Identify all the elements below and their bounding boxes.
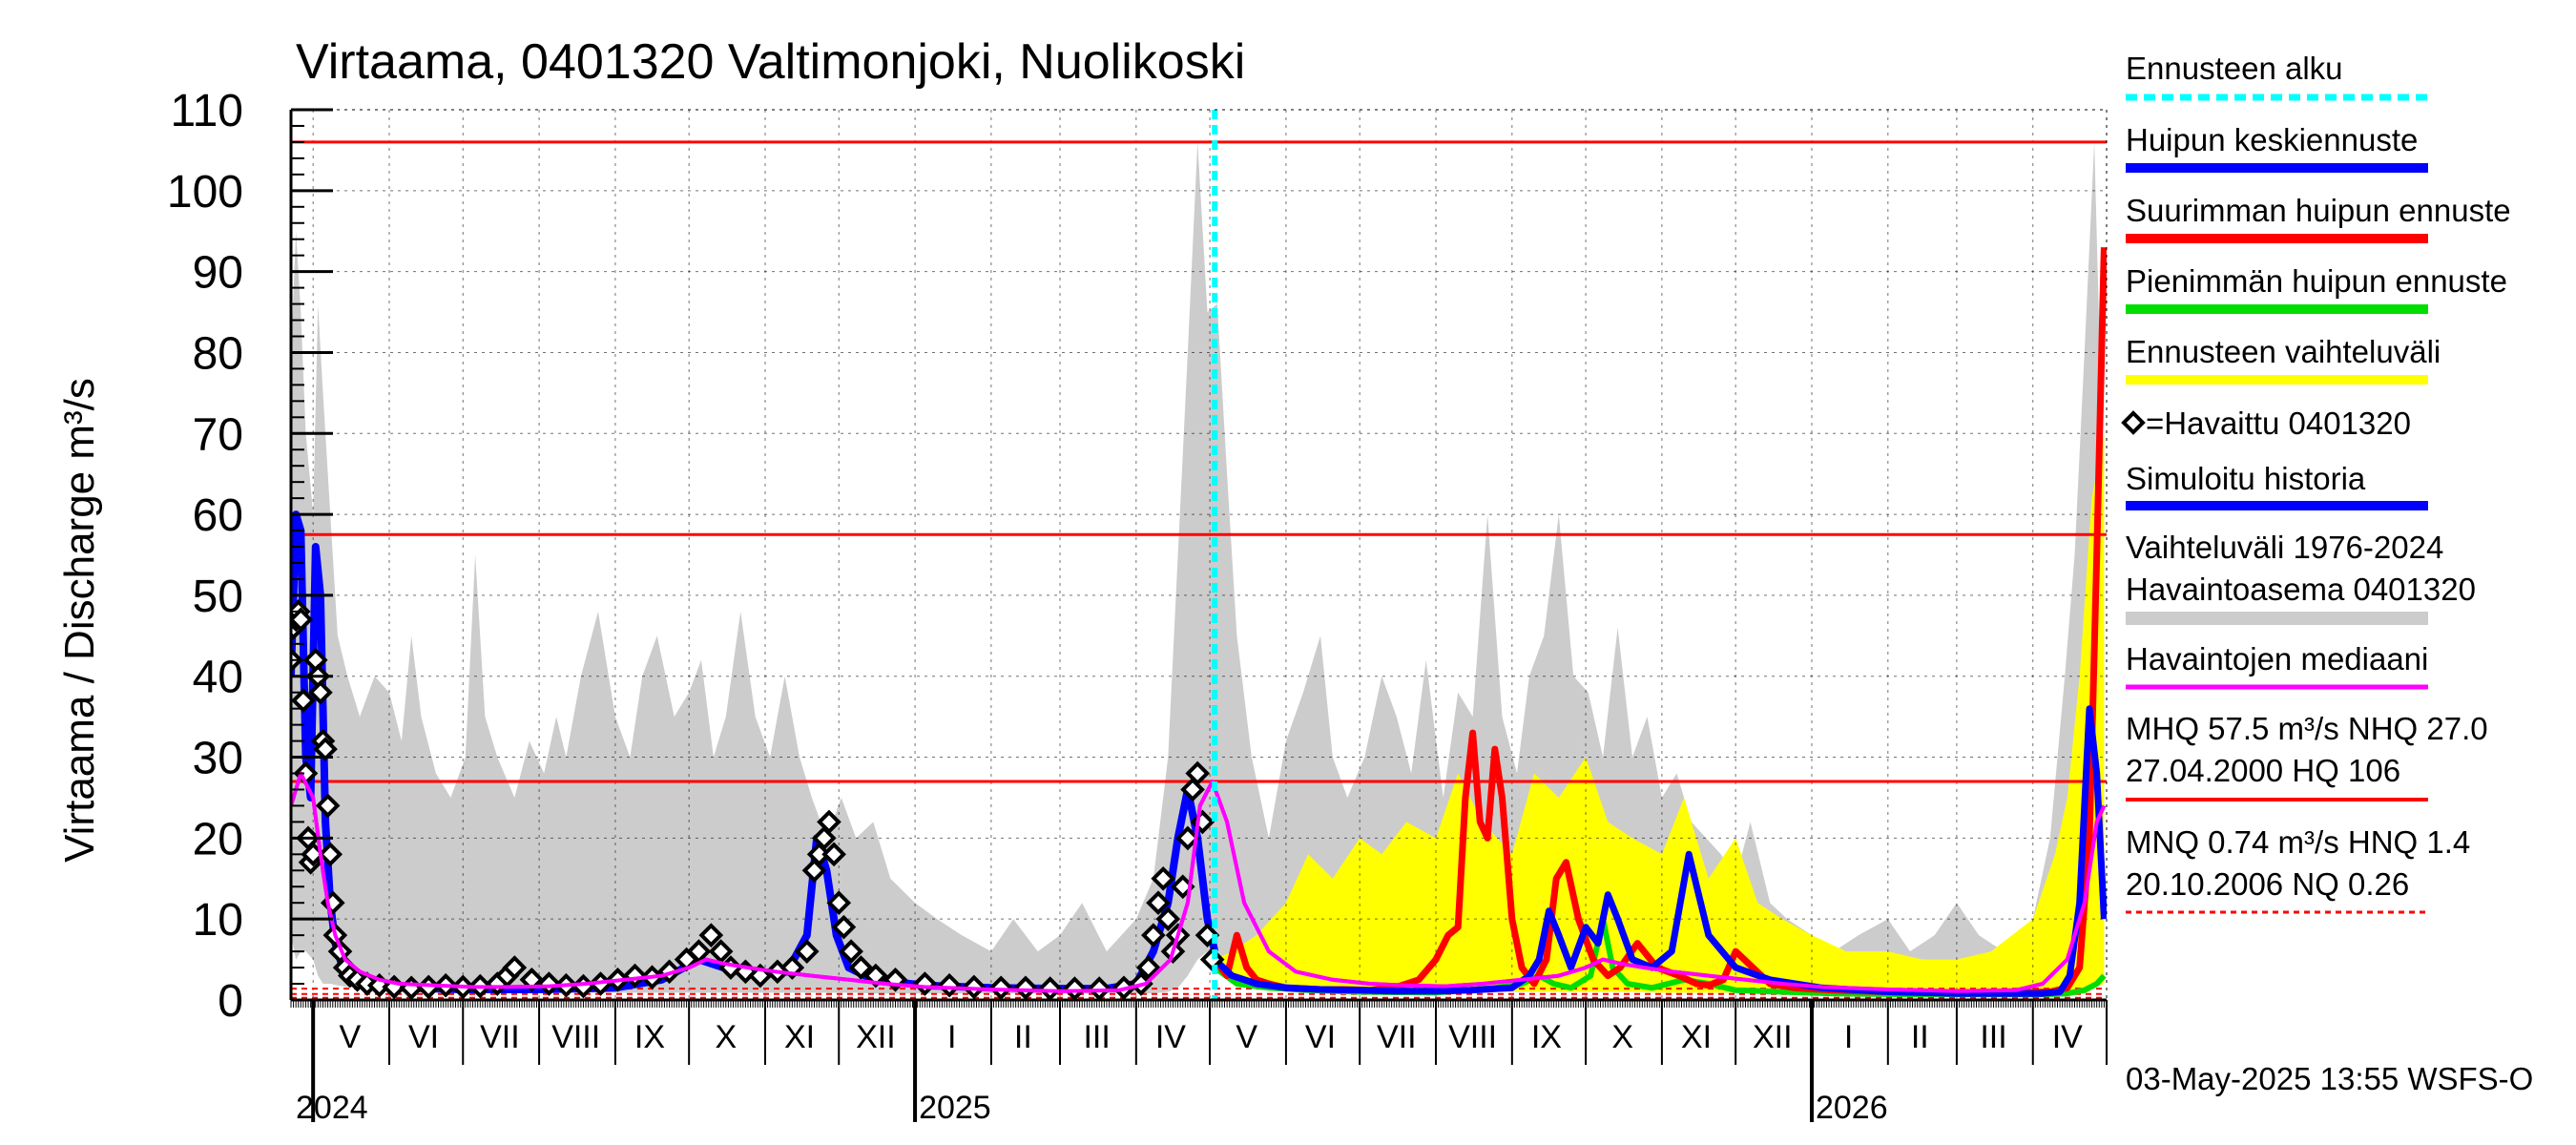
y-tick-label: 80 <box>193 328 243 379</box>
x-month-label: VI <box>1305 1019 1336 1055</box>
x-month-label: III <box>1083 1019 1110 1055</box>
x-month-label: X <box>1611 1019 1633 1055</box>
observed-point <box>821 842 846 867</box>
chart-title: Virtaama, 0401320 Valtimonjoki, Nuolikos… <box>296 34 1245 90</box>
legend-label-nq: 20.10.2006 NQ 0.26 <box>2126 866 2409 902</box>
legend-label-median: Havaintojen mediaani <box>2126 641 2428 677</box>
x-month-label: I <box>1844 1019 1853 1055</box>
legend-label-mean-peak: Huipun keskiennuste <box>2126 122 2418 157</box>
y-tick-label: 20 <box>193 814 243 864</box>
mean-peak-forecast-line <box>1212 705 2107 997</box>
x-month-label: II <box>1911 1019 1929 1055</box>
y-tick-label: 100 <box>167 167 243 218</box>
observed-point <box>1185 760 1211 786</box>
x-month-label: XI <box>784 1019 815 1055</box>
y-tick-label: 0 <box>218 976 243 1027</box>
observed-point <box>848 955 874 980</box>
legend-label-mnq: MNQ 0.74 m³/s HNQ 1.4 <box>2126 824 2470 860</box>
observed-point <box>1146 890 1171 916</box>
x-month-label: VII <box>480 1019 520 1055</box>
x-month-label: X <box>715 1019 737 1055</box>
observed-point <box>708 939 734 964</box>
legend-label-observed: =Havaittu 0401320 <box>2146 406 2411 441</box>
y-tick-label: 70 <box>193 409 243 460</box>
observed-point <box>313 737 338 761</box>
observed-point <box>912 971 938 996</box>
legend-label-history-range: Vaihteluväli 1976-2024 <box>2126 530 2443 565</box>
observed-point <box>536 971 562 996</box>
legend: Ennusteen alku Huipun keskiennuste Suurimm… <box>2121 51 2511 914</box>
median-line-overlay <box>291 771 2107 993</box>
observed-point <box>315 793 341 819</box>
y-tick-label: 10 <box>193 895 243 946</box>
observed-point <box>502 955 528 980</box>
observed-point <box>291 607 314 633</box>
x-month-label: XI <box>1681 1019 1712 1055</box>
legend-label-simulated: Simuloitu historia <box>2126 461 2366 496</box>
y-tick-label: 40 <box>193 653 243 703</box>
legend-label-max-peak: Suurimman huipun ennuste <box>2126 193 2511 228</box>
x-month-label: IX <box>1531 1019 1562 1055</box>
observed-point <box>883 967 908 992</box>
observed-point <box>1013 975 1038 1000</box>
x-month-label: VIII <box>1448 1019 1497 1055</box>
x-month-label: V <box>1236 1019 1257 1055</box>
observed-point <box>817 809 841 835</box>
x-month-label: I <box>947 1019 956 1055</box>
y-tick-label: 30 <box>193 734 243 784</box>
x-month-label: VIII <box>551 1019 600 1055</box>
footer-timestamp: 03-May-2025 13:55 WSFS-O <box>2126 1061 2533 1096</box>
x-month-label: III <box>1980 1019 2006 1055</box>
observed-point <box>291 688 316 714</box>
x-month-label: V <box>339 1019 361 1055</box>
x-month-label: IV <box>1155 1019 1186 1055</box>
observed-point <box>831 914 857 940</box>
y-tick-label: 110 <box>170 86 243 136</box>
x-year-label: 2024 <box>296 1090 368 1126</box>
observed-point <box>1190 809 1215 835</box>
x-month-label: IV <box>2052 1019 2083 1055</box>
observed-point <box>1062 976 1088 1000</box>
observed-point <box>308 679 333 705</box>
observed-point <box>1135 955 1161 980</box>
observed-point <box>801 858 827 884</box>
legend-label-forecast-start: Ennusteen alku <box>2126 51 2343 86</box>
y-tick-label: 50 <box>193 572 243 622</box>
x-month-label: XII <box>856 1019 896 1055</box>
observed-point <box>1155 906 1181 932</box>
legend-observed-marker <box>2121 410 2146 435</box>
observed-point <box>1141 923 1166 947</box>
forecast-range-area <box>1215 433 2105 994</box>
legend-label-forecast-range: Ennusteen vaihteluväli <box>2126 334 2441 369</box>
x-month-label: IX <box>634 1019 665 1055</box>
y-tick-label: 60 <box>193 490 243 541</box>
x-month-label: II <box>1014 1019 1032 1055</box>
x-year-label: 2025 <box>919 1090 991 1126</box>
x-month-label: VII <box>1377 1019 1417 1055</box>
observed-point <box>1037 976 1063 1000</box>
legend-label-history-station: Havaintoasema 0401320 <box>2126 572 2476 607</box>
x-year-label: 2026 <box>1816 1090 1888 1126</box>
observed-point <box>839 939 863 964</box>
observed-point <box>698 923 724 947</box>
observed-point <box>519 967 545 992</box>
legend-label-mhq: MHQ 57.5 m³/s NHQ 27.0 <box>2126 711 2488 746</box>
observed-point <box>318 842 343 867</box>
plot-clip-group <box>291 110 2107 1000</box>
observed-point <box>1151 865 1175 891</box>
legend-label-min-peak: Pienimmän huipun ennuste <box>2126 263 2507 299</box>
observed-point <box>937 972 962 998</box>
observed-point <box>794 939 820 964</box>
y-tick-label: 90 <box>193 248 243 299</box>
x-month-label: VI <box>408 1019 439 1055</box>
y-axis-label: Virtaama / Discharge m³/s <box>56 378 103 863</box>
observed-point <box>826 890 852 916</box>
legend-label-hq: 27.04.2000 HQ 106 <box>2126 753 2400 788</box>
observed-point <box>1175 825 1200 851</box>
x-month-label: XII <box>1753 1019 1793 1055</box>
